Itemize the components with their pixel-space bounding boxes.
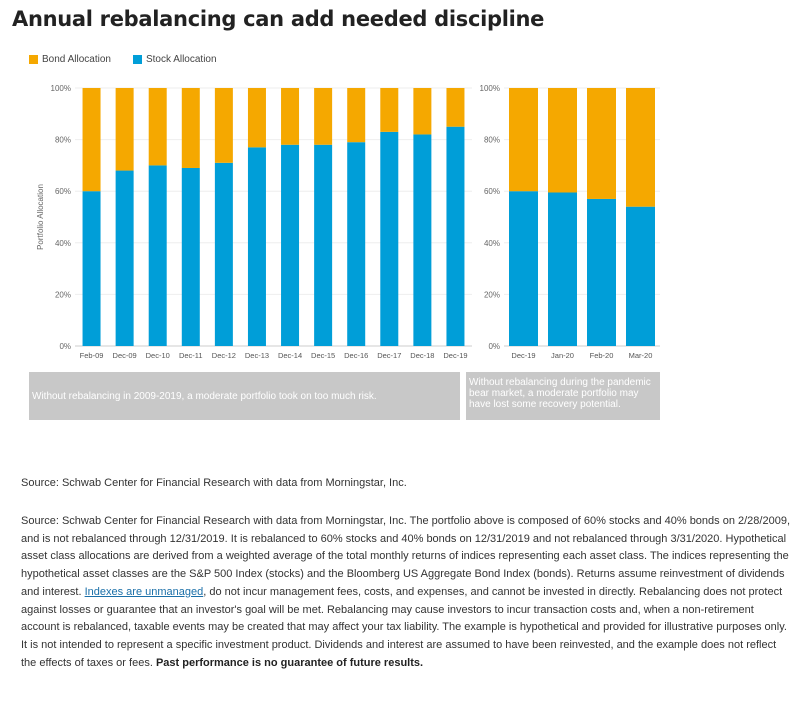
x-tick-label: Dec-11 [179, 351, 203, 360]
bar-stock-dec-19 [509, 191, 538, 346]
bar-stock-dec-09 [115, 170, 134, 346]
x-tick-label: Dec-19 [443, 351, 467, 360]
x-tick-label: Mar-20 [629, 351, 653, 360]
callout-2009-2019: Without rebalancing in 2009-2019, a mode… [29, 372, 460, 420]
x-tick-label: Dec-17 [377, 351, 401, 360]
disclosure-part-1: Source: Schwab Center for Financial Rese… [21, 515, 791, 598]
bar-stock-dec-10 [148, 165, 167, 346]
legend-label-bond: Bond Allocation [42, 53, 111, 65]
y-tick-label: 20% [484, 290, 500, 299]
bar-stock-dec-17 [380, 131, 399, 346]
callout-pandemic: Without rebalancing during the pandemic … [466, 372, 660, 420]
x-tick-label: Dec-09 [113, 351, 137, 360]
allocation-charts: 0% 20% 40% 60% 80% 100% Portfolio Allocation Fe… [36, 84, 660, 360]
x-tick-label: Dec-12 [212, 351, 236, 360]
y-tick-label: 40% [55, 239, 71, 248]
legend-label-stock: Stock Allocation [145, 53, 217, 65]
chart-2009-2019: 0% 20% 40% 60% 80% 100% Portfolio Allocation Fe… [36, 84, 472, 360]
page-title: Annual rebalancing can add needed discip… [12, 7, 545, 31]
past-performance-disclaimer: Past performance is no guarantee of futu… [155, 656, 424, 669]
bar-bond-dec-10 [148, 88, 167, 166]
bar-bond-feb-20 [587, 88, 616, 199]
chart-legend: Bond Allocation Stock Allocation [29, 52, 239, 66]
x-tick-label: Dec-13 [245, 351, 269, 360]
x-tick-label: Dec-10 [146, 351, 170, 360]
bar-bond-dec-18 [413, 88, 432, 135]
source-note: Source: Schwab Center for Financial Rese… [21, 477, 407, 489]
y-tick-label: 0% [488, 342, 500, 351]
disclosure-text: Source: Schwab Center for Financial Rese… [21, 513, 791, 672]
legend-swatch-bond [29, 54, 38, 64]
bar-stock-dec-15 [314, 144, 333, 346]
y-axis-label: Portfolio Allocation [36, 184, 45, 250]
bar-stock-feb-20 [587, 198, 616, 346]
bar-stock-dec-11 [181, 167, 200, 346]
bar-stock-dec-16 [347, 142, 366, 346]
x-tick-label: Dec-18 [410, 351, 434, 360]
bar-bond-dec-13 [247, 88, 266, 148]
bar-bond-jan-20 [548, 88, 577, 193]
x-tick-label: Jan-20 [551, 351, 574, 360]
y-tick-label: 100% [480, 84, 500, 93]
y-tick-label: 60% [484, 187, 500, 196]
bar-bond-dec-09 [115, 88, 134, 171]
x-tick-label: Dec-14 [278, 351, 302, 360]
y-tick-label: 20% [55, 290, 71, 299]
legend-item-bond: Bond Allocation [29, 54, 111, 65]
bar-bond-feb-09 [82, 88, 101, 192]
bar-stock-dec-12 [214, 162, 233, 346]
bar-bond-dec-15 [314, 88, 333, 145]
indexes-unmanaged-link[interactable]: Indexes are unmanaged [84, 585, 204, 598]
y-tick-label: 100% [51, 84, 71, 93]
bar-stock-dec-14 [281, 144, 300, 346]
bar-bond-dec-14 [281, 88, 300, 145]
y-tick-label: 60% [55, 187, 71, 196]
y-tick-label: 0% [59, 342, 71, 351]
bar-stock-jan-20 [548, 192, 577, 346]
disclosure-part-2: , do not incur management fees, costs, a… [21, 585, 787, 669]
x-tick-label: Dec-15 [311, 351, 335, 360]
y-tick-label: 80% [484, 136, 500, 145]
bar-stock-dec-13 [247, 147, 266, 346]
bar-bond-dec-16 [347, 88, 366, 143]
legend-item-stock: Stock Allocation [132, 53, 217, 65]
legend-swatch-stock [132, 54, 142, 64]
bar-bond-dec-19 [446, 88, 465, 127]
bar-bond-dec-12 [214, 88, 233, 163]
x-tick-label: Dec-16 [344, 351, 368, 360]
x-tick-label: Feb-09 [80, 351, 104, 360]
bar-bond-mar-20 [626, 88, 655, 207]
bar-bond-dec-17 [380, 88, 399, 132]
bar-stock-dec-18 [413, 134, 432, 346]
bar-bond-dec-11 [181, 88, 200, 168]
bar-stock-feb-09 [82, 191, 101, 346]
bar-stock-dec-19 [446, 126, 465, 346]
bar-stock-mar-20 [626, 206, 655, 346]
x-tick-label: Dec-19 [511, 351, 535, 360]
chart-2019-2020: 0% 20% 40% 60% 80% 100% Dec-19 Jan-20 Feb-20 Mar-… [480, 84, 660, 360]
x-tick-label: Feb-20 [590, 351, 614, 360]
bar-bond-dec-19 [509, 88, 538, 192]
y-tick-label: 80% [55, 136, 71, 145]
y-tick-label: 40% [484, 239, 500, 248]
